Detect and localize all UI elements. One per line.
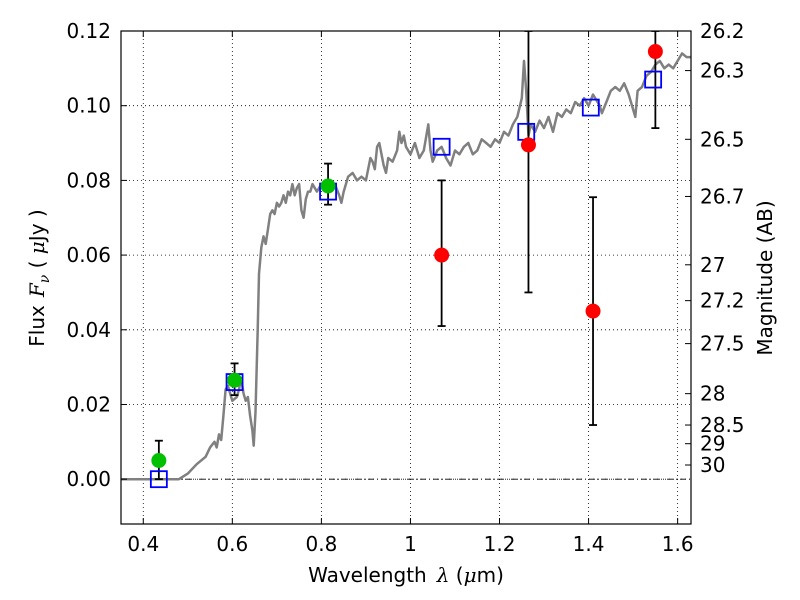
x-tick-label: 1 bbox=[404, 532, 417, 556]
y2-tick-label: 27 bbox=[700, 253, 725, 277]
y-tick-label: 0.08 bbox=[66, 168, 111, 192]
y2-tick-label: 30 bbox=[700, 453, 725, 477]
y2-tick-label: 26.2 bbox=[700, 19, 745, 43]
x-tick-label: 0.4 bbox=[127, 532, 159, 556]
x-tick-label: 1.2 bbox=[484, 532, 516, 556]
x-tick-label: 1.4 bbox=[573, 532, 605, 556]
y2-tick-label: 27.2 bbox=[700, 289, 745, 313]
y2-tick-label: 28.5 bbox=[700, 413, 745, 437]
detection-point bbox=[320, 178, 336, 194]
x-axis-label: Wavelength λ (μm) bbox=[308, 563, 504, 587]
y2-tick-label: 26.5 bbox=[700, 127, 745, 151]
axes-frame bbox=[120, 30, 692, 525]
y-tick-label: 0.00 bbox=[66, 467, 111, 491]
red-point bbox=[647, 44, 663, 60]
model-square-point bbox=[149, 470, 168, 489]
y2-tick-label: 26.7 bbox=[700, 184, 745, 208]
spectrum-line bbox=[121, 52, 691, 481]
y2-tick-label: 28 bbox=[700, 382, 725, 406]
y-tick-label: 0.06 bbox=[66, 243, 111, 267]
plot-area bbox=[121, 31, 691, 489]
red-point bbox=[520, 137, 536, 153]
detection-point bbox=[151, 453, 167, 469]
red-point bbox=[434, 247, 450, 263]
x-tick-label: 0.6 bbox=[216, 532, 248, 556]
y-tick-label: 0.10 bbox=[66, 94, 111, 118]
detection-point bbox=[227, 372, 243, 388]
y2-tick-label: 29 bbox=[700, 432, 725, 456]
model-square-point bbox=[581, 98, 600, 117]
x-tick-label: 0.8 bbox=[305, 532, 337, 556]
model-square-point bbox=[644, 70, 663, 89]
red-point bbox=[585, 303, 601, 319]
model-square-point bbox=[432, 137, 451, 156]
y-tick-label: 0.02 bbox=[66, 392, 111, 416]
y-tick-label: 0.04 bbox=[66, 318, 111, 342]
x-tick-label: 1.6 bbox=[662, 532, 694, 556]
y2-tick-label: 26.3 bbox=[700, 59, 745, 83]
y2-axis-label: Magnitude (AB) bbox=[753, 200, 777, 355]
plot-frame bbox=[120, 30, 692, 525]
y-tick-label: 0.12 bbox=[66, 19, 111, 43]
ticks: 0.4 0.6 0.8 1 1.2 1.4 1.6 0.00 0.02 0.04 0.06 0.08 0… bbox=[66, 19, 744, 556]
y2-tick-label: 27.5 bbox=[700, 332, 745, 356]
y-axis-label: FluxFν ( μJy ) bbox=[25, 209, 53, 346]
